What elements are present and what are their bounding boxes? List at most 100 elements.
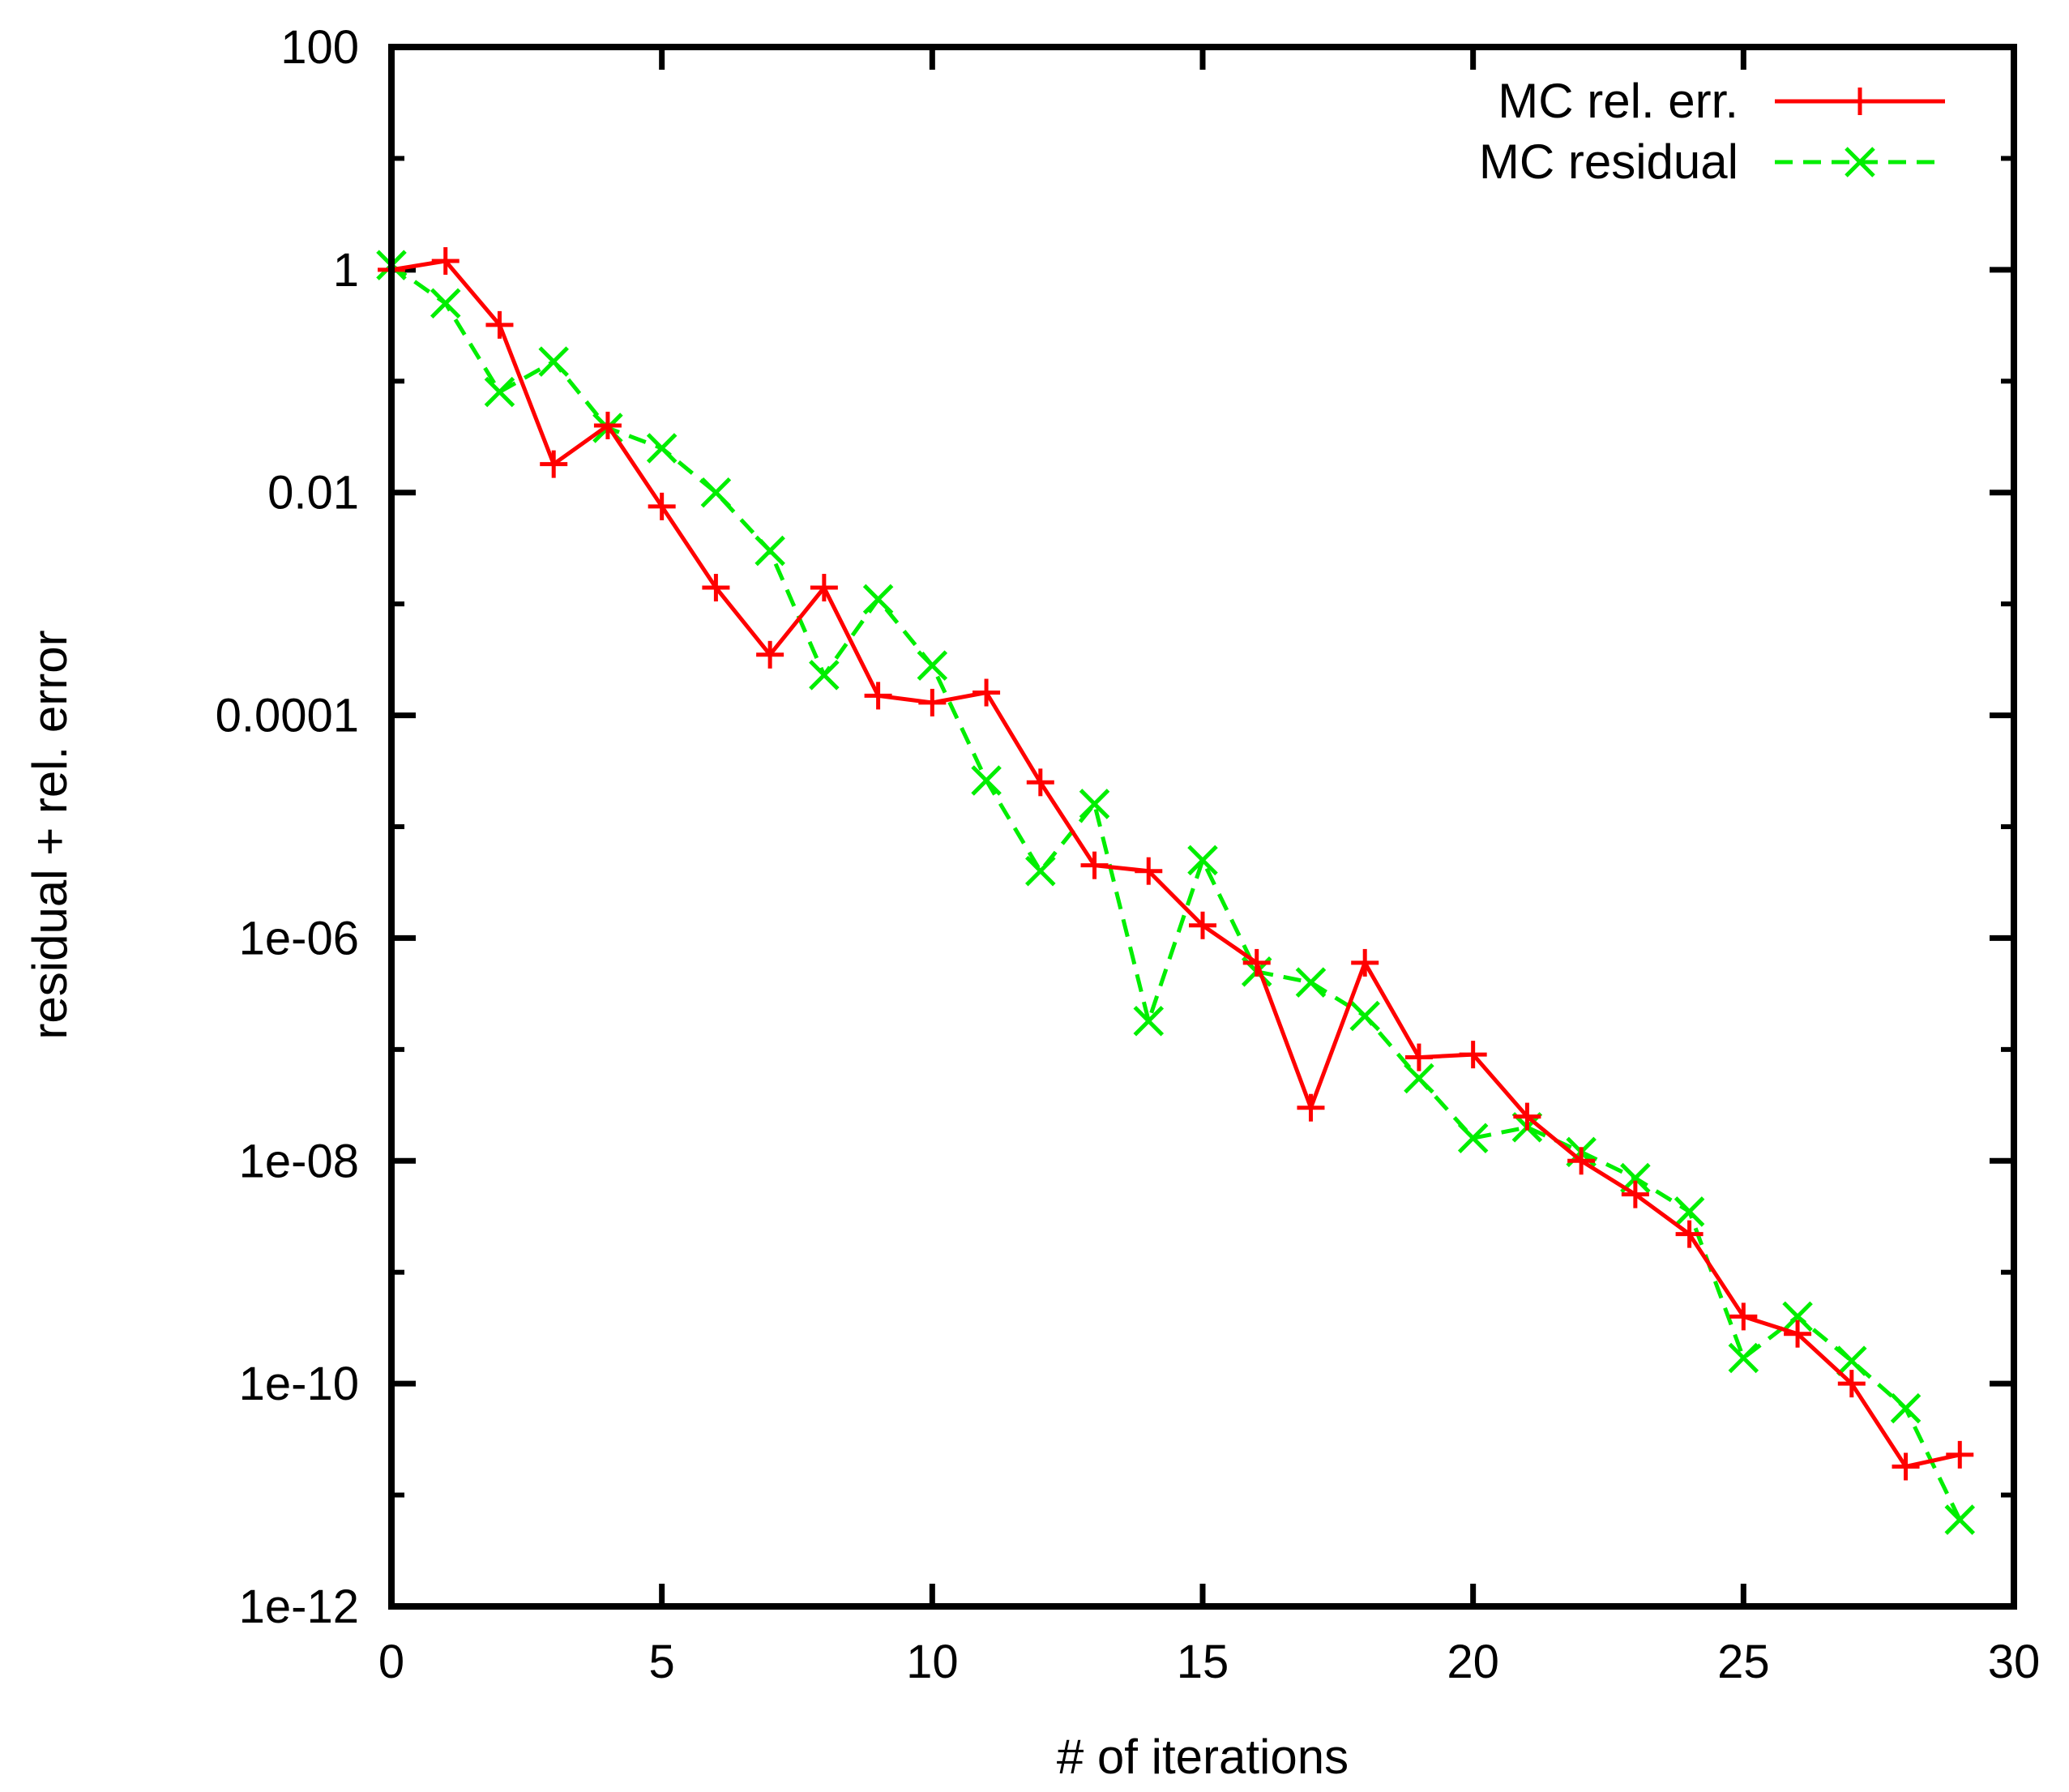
x-tick-label: 10 <box>906 1636 959 1688</box>
marker-stroke <box>1025 855 1056 887</box>
data-point-mc-rel-err <box>973 678 1001 707</box>
data-point-mc-rel-err <box>1729 1302 1758 1331</box>
data-point-mc-rel-err <box>1026 768 1054 797</box>
data-point-mc-residual <box>1457 1123 1489 1154</box>
data-point-mc-rel-err <box>1784 1319 1812 1348</box>
data-point-mc-rel-err <box>1675 1220 1704 1248</box>
data-point-mc-rel-err <box>1189 911 1216 939</box>
x-tick-label: 30 <box>1988 1636 2041 1688</box>
data-point-mc-residual <box>1025 855 1056 887</box>
data-point-mc-residual <box>755 535 785 567</box>
y-tick-label: 100 <box>280 21 359 74</box>
marker-stroke <box>1728 1342 1759 1374</box>
series-line-mc-rel-err <box>391 259 1960 1469</box>
data-point-mc-rel-err <box>702 574 730 602</box>
data-point-mc-residual <box>430 288 461 319</box>
y-tick-label: 1e-08 <box>239 1135 359 1187</box>
y-tick-label: 1e-12 <box>239 1580 359 1633</box>
data-point-mc-rel-err <box>485 310 514 339</box>
data-point-mc-rel-err <box>1946 1440 1974 1469</box>
marker-stroke <box>430 288 461 319</box>
data-point-mc-residual <box>1404 1063 1434 1094</box>
data-point-mc-rel-err <box>810 574 838 602</box>
y-tick-label: 1e-06 <box>239 912 359 964</box>
data-point-mc-residual <box>1349 1000 1380 1032</box>
data-point-mc-residual <box>1295 967 1327 998</box>
data-point-mc-residual <box>646 433 678 464</box>
data-point-mc-rel-err <box>1351 948 1379 977</box>
data-point-mc-residual <box>1728 1342 1759 1374</box>
legend-marker-mc-residual <box>1845 147 1875 177</box>
data-point-mc-rel-err <box>648 492 676 520</box>
y-axis-title: residual + rel. error <box>23 630 77 1039</box>
data-point-mc-rel-err <box>1621 1180 1649 1208</box>
x-tick-label: 5 <box>649 1636 675 1688</box>
marker-stroke <box>1944 1504 1976 1535</box>
legend: MC rel. err. MC residual <box>1479 74 1945 189</box>
y-tick-label: 1e-10 <box>239 1358 359 1410</box>
data-point-mc-residual <box>484 376 515 408</box>
data-point-mc-residual <box>862 584 894 615</box>
marker-stroke <box>1295 967 1327 998</box>
data-point-mc-residual <box>1890 1392 1922 1424</box>
marker-stroke <box>809 660 840 691</box>
marker-stroke <box>1845 147 1875 177</box>
x-tick-label: 15 <box>1177 1636 1229 1688</box>
marker-stroke <box>1349 1000 1380 1032</box>
data-point-mc-rel-err <box>918 688 947 716</box>
x-tick-label: 20 <box>1447 1636 1499 1688</box>
marker-stroke <box>1674 1196 1705 1227</box>
marker-stroke <box>1836 1345 1867 1376</box>
data-point-mc-rel-err <box>1567 1147 1596 1175</box>
data-point-mc-residual <box>1079 789 1110 819</box>
data-point-mc-residual <box>538 346 569 377</box>
data-point-mc-rel-err <box>756 640 784 669</box>
plot-frame <box>388 44 2017 1610</box>
data-point-mc-rel-err <box>1297 1093 1325 1122</box>
data-point-mc-residual <box>1944 1504 1976 1535</box>
marker-stroke <box>971 765 1002 796</box>
marker-stroke <box>862 584 894 615</box>
data-point-mc-rel-err <box>1513 1102 1541 1131</box>
marker-stroke <box>1133 1006 1165 1037</box>
data-point-mc-rel-err <box>1080 851 1109 879</box>
x-axis-title: # of iterations <box>1057 1730 1349 1784</box>
legend-label-mc-residual: MC residual <box>1479 135 1738 189</box>
marker-stroke <box>917 650 948 681</box>
marker-stroke <box>538 346 569 377</box>
data-point-mc-residual <box>1187 845 1218 876</box>
marker-stroke <box>1187 845 1218 876</box>
marker-stroke <box>1457 1123 1489 1154</box>
marker-stroke <box>1782 1301 1813 1332</box>
ticks-layer: 0 5 10 15 20 25 30 100 1 0.01 0.0001 1e-06 1e-08 1e-1… <box>216 21 2041 1688</box>
data-point-mc-residual <box>1674 1196 1705 1227</box>
marker-stroke <box>1890 1392 1922 1424</box>
legend-label-mc-rel-err: MC rel. err. <box>1498 74 1738 128</box>
data-point-mc-residual <box>1133 1006 1165 1037</box>
data-point-mc-residual <box>971 765 1002 796</box>
data-point-mc-rel-err <box>864 682 892 710</box>
marker-stroke <box>646 433 678 464</box>
data-point-mc-rel-err <box>1892 1452 1920 1481</box>
x-tick-label: 25 <box>1717 1636 1770 1688</box>
data-point-mc-residual <box>917 650 948 681</box>
data-point-mc-rel-err <box>1837 1370 1866 1398</box>
marker-stroke <box>1404 1063 1434 1094</box>
data-point-mc-rel-err <box>1242 948 1271 977</box>
legend-marker-mc-rel-err <box>1846 88 1874 115</box>
data-point-mc-rel-err <box>593 411 622 439</box>
data-point-mc-residual <box>1836 1345 1867 1376</box>
data-point-mc-rel-err <box>1135 857 1163 885</box>
data-point-mc-residual <box>700 477 732 508</box>
marker-stroke <box>755 535 785 567</box>
data-point-mc-residual <box>1782 1301 1813 1332</box>
y-tick-label: 0.01 <box>267 467 359 520</box>
marker-stroke <box>484 376 515 408</box>
data-point-mc-rel-err <box>1404 1043 1433 1071</box>
data-point-mc-residual <box>809 660 840 691</box>
marker-stroke <box>700 477 732 508</box>
y-tick-label: 1 <box>333 244 359 297</box>
x-tick-label: 0 <box>378 1636 404 1688</box>
